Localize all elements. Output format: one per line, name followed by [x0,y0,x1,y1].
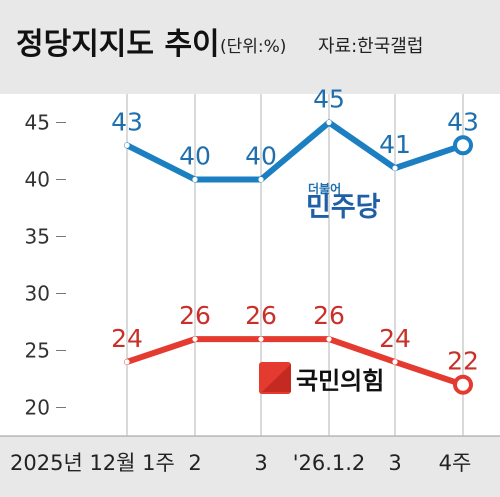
y-tick-label: 20 [25,396,50,420]
x-tick-label: 4주 [439,451,472,475]
data-point [326,336,332,342]
series-0: 43 40 40 45 41 43 [111,85,479,183]
unit-note: (단위:%) [220,37,286,57]
x-tick-label: 2025년 12월 1주 [10,451,175,475]
data-point-end [453,374,473,395]
x-tick-label: 3 [388,451,401,475]
ppp-label: 국민의힘 [296,367,384,395]
chart-title: 정당지지도 추이 [16,27,220,62]
data-label: 40 [245,142,277,171]
data-label: 26 [245,301,277,330]
plot-area [0,94,500,436]
data-label: 24 [379,324,411,353]
y-tick-label: 30 [25,282,50,306]
data-point [392,359,398,365]
x-tick-label: '26.1.2 [293,451,366,475]
data-point [124,359,130,365]
data-point [392,165,398,171]
source-note: 자료:한국갤럽 [318,36,423,57]
y-tick-label: 35 [25,225,50,249]
y-axis-ticks: 20 25 30 35 40 45 [25,111,66,420]
data-label: 43 [447,107,479,136]
data-point-end [453,135,473,156]
x-axis-band [0,436,500,493]
series-group: 43 40 40 45 41 43 24 26 26 26 24 22 [111,85,479,395]
data-label: 26 [179,301,211,330]
data-label: 45 [313,85,345,114]
x-axis-ticks: 2025년 12월 1주 2 3 '26.1.2 3 4주 [10,451,471,475]
data-label: 43 [111,107,143,136]
y-tick-label: 40 [25,168,50,192]
data-point [326,119,332,126]
dem-party-label: 민주당 [306,192,381,223]
series-line [124,336,466,388]
series-1: 24 26 26 26 24 22 [111,301,479,395]
data-label: 40 [179,142,211,171]
data-point [192,176,198,183]
x-tick-label: 3 [254,451,267,475]
y-tick-label: 25 [25,339,50,363]
dem-party-small-label: 더불어 [308,181,341,196]
x-tick-label: 2 [188,451,201,475]
y-tick-label: 45 [25,111,50,135]
data-point [124,142,130,148]
data-point [258,336,264,342]
data-label: 41 [379,130,411,159]
data-label: 24 [111,324,143,353]
series-line [124,119,466,183]
data-point [192,336,198,342]
data-point [258,176,264,183]
data-label: 26 [313,301,345,330]
data-label: 22 [447,347,479,376]
